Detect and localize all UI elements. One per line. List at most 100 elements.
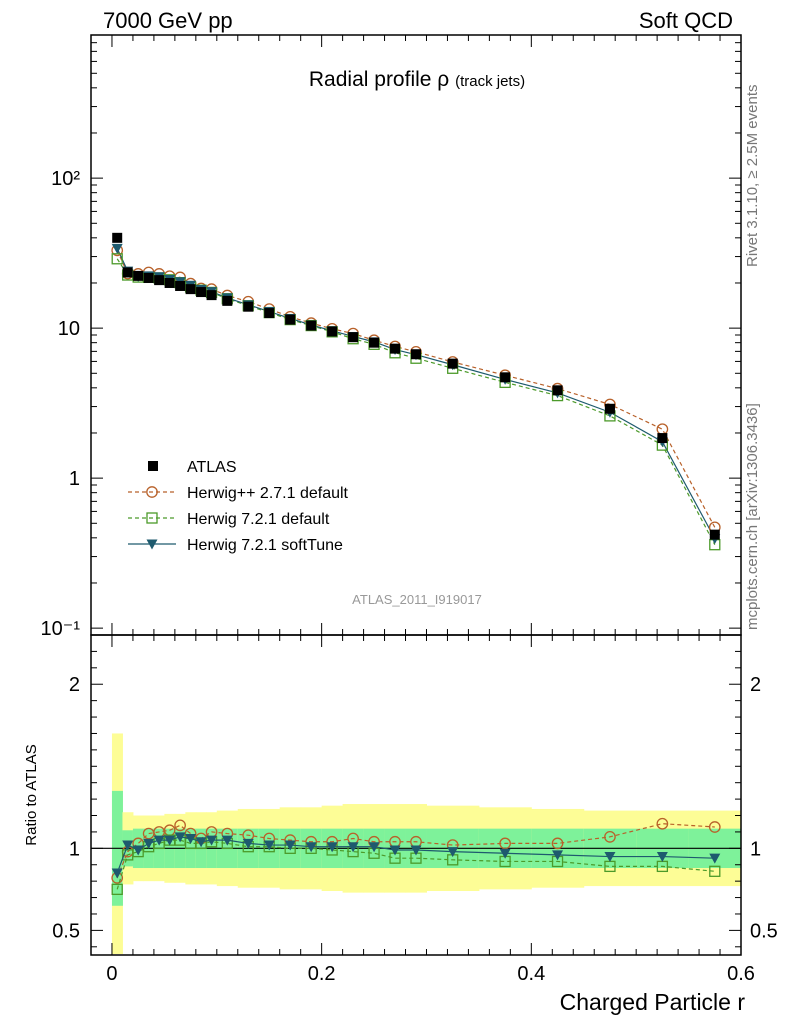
main-series-lines	[111, 232, 721, 551]
data-point-data	[143, 272, 154, 283]
y-tick-label-main: 10⁻¹	[41, 618, 81, 640]
data-point-data	[411, 349, 421, 360]
chart-title-main: Radial profile	[309, 68, 437, 91]
ratio-series-lines	[111, 817, 721, 896]
data-point-data	[447, 358, 458, 369]
ratio-point-softtune	[368, 842, 380, 853]
ratio-point-herwigpp	[656, 817, 669, 830]
data-point-data	[306, 320, 317, 331]
data-point-data	[122, 267, 133, 278]
ratio-point-softtune	[389, 845, 401, 856]
data-point-data	[196, 287, 207, 298]
ratio-point-herwigpp	[499, 837, 511, 850]
header-energy-label: 7000 GeV pp	[103, 8, 233, 33]
ratio-point-softtune	[111, 868, 123, 879]
y-tick-label-main: 10²	[51, 168, 80, 190]
ratio-point-softtune	[221, 835, 233, 846]
data-point-data	[500, 372, 511, 383]
data-point-data	[369, 337, 380, 348]
ratio-point-softtune	[447, 847, 459, 858]
data-point-data	[133, 270, 144, 281]
legend-label-softtune: Herwig 7.2.1 softTune	[187, 537, 343, 554]
data-point-data	[348, 332, 359, 343]
legend-label-herwigpp: Herwig++ 2.7.1 default	[187, 485, 349, 502]
data-point-data	[327, 326, 338, 337]
legend-label-data: ATLAS	[187, 459, 237, 476]
data-point-data	[206, 290, 217, 301]
ratio-y-axis-label: Ratio to ATLAS	[23, 744, 40, 845]
y-tick-label-ratio: 2	[69, 674, 80, 696]
ratio-point-herwigpp	[604, 830, 616, 843]
y-tick-label-ratio: 1	[69, 838, 80, 860]
x-tick-label: 0.2	[308, 963, 336, 985]
data-point-data	[604, 403, 615, 414]
y-tick-label-ratio: 0.5	[52, 920, 80, 942]
axis-ticks	[91, 34, 742, 955]
data-point-data	[112, 232, 123, 243]
x-tick-label: 0.4	[517, 963, 545, 985]
ratio-point-softtune	[132, 845, 144, 856]
data-point-data	[154, 275, 165, 286]
legend-marker-herwigpp	[146, 486, 158, 498]
ratio-point-softtune	[153, 835, 165, 846]
ratio-point-softtune	[305, 842, 317, 853]
x-axis-label: Charged Particle r	[560, 989, 746, 1015]
ratio-point-softtune	[284, 840, 296, 851]
y-tick-label-ratio-right: 0.5	[750, 920, 778, 942]
chart-title-symbol: ρ	[437, 68, 455, 91]
ratio-point-softtune	[143, 838, 155, 849]
ratio-point-softtune	[326, 842, 338, 853]
chart-title-suffix: (track jets)	[455, 73, 525, 90]
chart-title: Radial profile ρ (track jets)	[309, 68, 525, 91]
ratio-point-softtune	[185, 833, 197, 844]
ratio-point-herwig721	[111, 883, 123, 896]
analysis-watermark: ATLAS_2011_I919017	[352, 592, 482, 607]
y-tick-label-main: 1	[69, 468, 80, 490]
ratio-point-softtune	[604, 852, 616, 863]
ratio-point-softtune	[122, 840, 134, 851]
data-point-herwigpp	[656, 423, 669, 436]
header-category-label: Soft QCD	[638, 8, 733, 33]
ratio-point-herwigpp	[708, 821, 721, 833]
y-tick-label-ratio-right: 1	[750, 838, 761, 860]
ratio-point-herwigpp	[174, 819, 186, 832]
data-point-data	[285, 314, 296, 325]
x-tick-label: 0	[106, 963, 117, 985]
ratio-point-softtune	[410, 845, 422, 856]
data-point-data	[164, 277, 175, 288]
ratio-point-softtune	[656, 852, 668, 863]
data-point-data	[264, 308, 275, 319]
ratio-point-softtune	[552, 850, 564, 861]
data-point-data	[243, 301, 254, 312]
ratio-point-softtune	[195, 837, 207, 848]
axis-labels: 0 0.2 0.4 0.6 10⁻¹ 1 10 10² 0.5 0.5 1 1 2 2 Charged Pa…	[23, 68, 778, 1015]
data-point-data	[390, 343, 401, 354]
legend-marker-data	[148, 461, 158, 471]
data-point-data	[185, 284, 196, 295]
data-point-data	[709, 529, 720, 540]
ratio-point-softtune	[206, 835, 218, 846]
ratio-point-softtune	[174, 832, 186, 843]
ratio-point-softtune	[263, 840, 275, 851]
ratio-point-herwig721	[709, 865, 721, 877]
data-point-data	[552, 385, 563, 396]
ratio-point-herwigpp	[551, 837, 564, 850]
data-point-softtune	[111, 243, 123, 254]
x-tick-label: 0.6	[727, 963, 755, 985]
data-point-data	[175, 280, 186, 291]
ratio-point-softtune	[347, 842, 359, 853]
data-point-data	[222, 295, 233, 306]
y-tick-label-main: 10	[58, 318, 80, 340]
ratio-point-softtune	[709, 853, 721, 864]
ratio-point-softtune	[499, 848, 511, 859]
legend-label-herwig721: Herwig 7.2.1 default	[187, 511, 330, 528]
ratio-line-herwig721	[116, 839, 715, 890]
data-point-data	[657, 433, 668, 444]
legend-marker-herwig721	[146, 512, 158, 524]
ratio-point-softtune	[164, 835, 176, 846]
ratio-plot-frame	[90, 634, 742, 956]
y-tick-label-ratio-right: 2	[750, 674, 761, 696]
ratio-uncertainty-bands	[91, 733, 742, 954]
ratio-point-softtune	[242, 838, 254, 849]
